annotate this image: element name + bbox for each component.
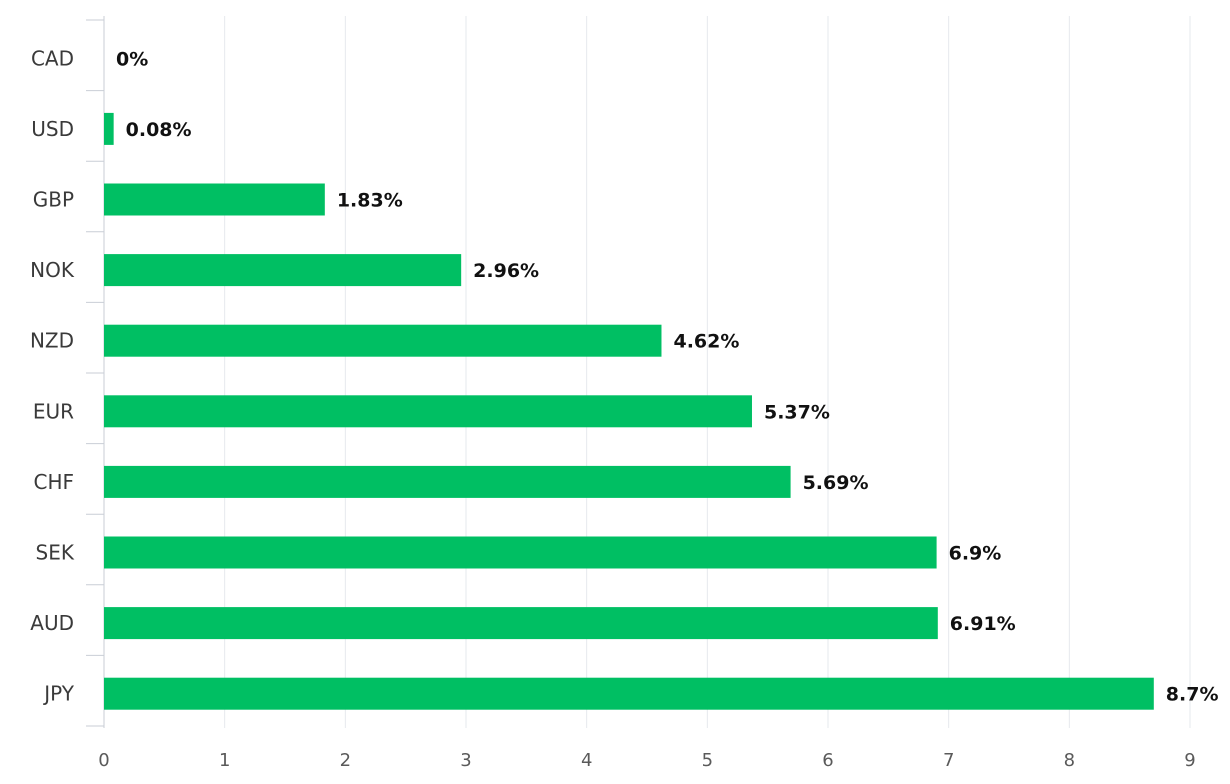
data-label: 6.91% — [950, 613, 1016, 635]
data-label: 0.08% — [126, 119, 192, 141]
bar — [104, 254, 462, 287]
data-label: 5.69% — [803, 472, 869, 494]
category-label: NZD — [30, 329, 74, 353]
category-label: JPY — [42, 682, 75, 706]
x-tick-label: 2 — [340, 750, 351, 771]
x-tick-label: 6 — [822, 750, 833, 771]
data-label: 8.7% — [1166, 684, 1219, 706]
data-label: 5.37% — [764, 401, 830, 423]
bar — [104, 465, 791, 498]
category-label: AUD — [30, 611, 74, 635]
bar — [104, 677, 1154, 710]
bar — [104, 536, 937, 569]
x-tick-label: 0 — [98, 750, 109, 771]
bar — [104, 183, 325, 216]
data-label: 6.9% — [949, 543, 1002, 565]
data-label: 2.96% — [473, 260, 539, 282]
category-label: EUR — [33, 399, 74, 423]
category-label: SEK — [36, 541, 75, 565]
x-tick-label: 7 — [943, 750, 954, 771]
category-label: NOK — [30, 258, 75, 282]
data-label: 4.62% — [673, 331, 739, 353]
x-tick-label: 3 — [460, 750, 471, 771]
x-tick-label: 1 — [219, 750, 230, 771]
x-tick-label: 4 — [581, 750, 592, 771]
x-tick-label: 5 — [702, 750, 713, 771]
category-label: CHF — [33, 470, 74, 494]
bar — [104, 112, 114, 145]
category-label: USD — [31, 117, 74, 141]
x-tick-label: 9 — [1184, 750, 1195, 771]
bar — [104, 395, 752, 428]
bar — [104, 607, 938, 640]
category-label: GBP — [33, 188, 74, 212]
data-label: 1.83% — [337, 190, 403, 212]
data-label: 0% — [116, 48, 148, 70]
x-tick-label: 8 — [1064, 750, 1075, 771]
category-label: CAD — [31, 46, 74, 70]
bar — [104, 324, 662, 357]
